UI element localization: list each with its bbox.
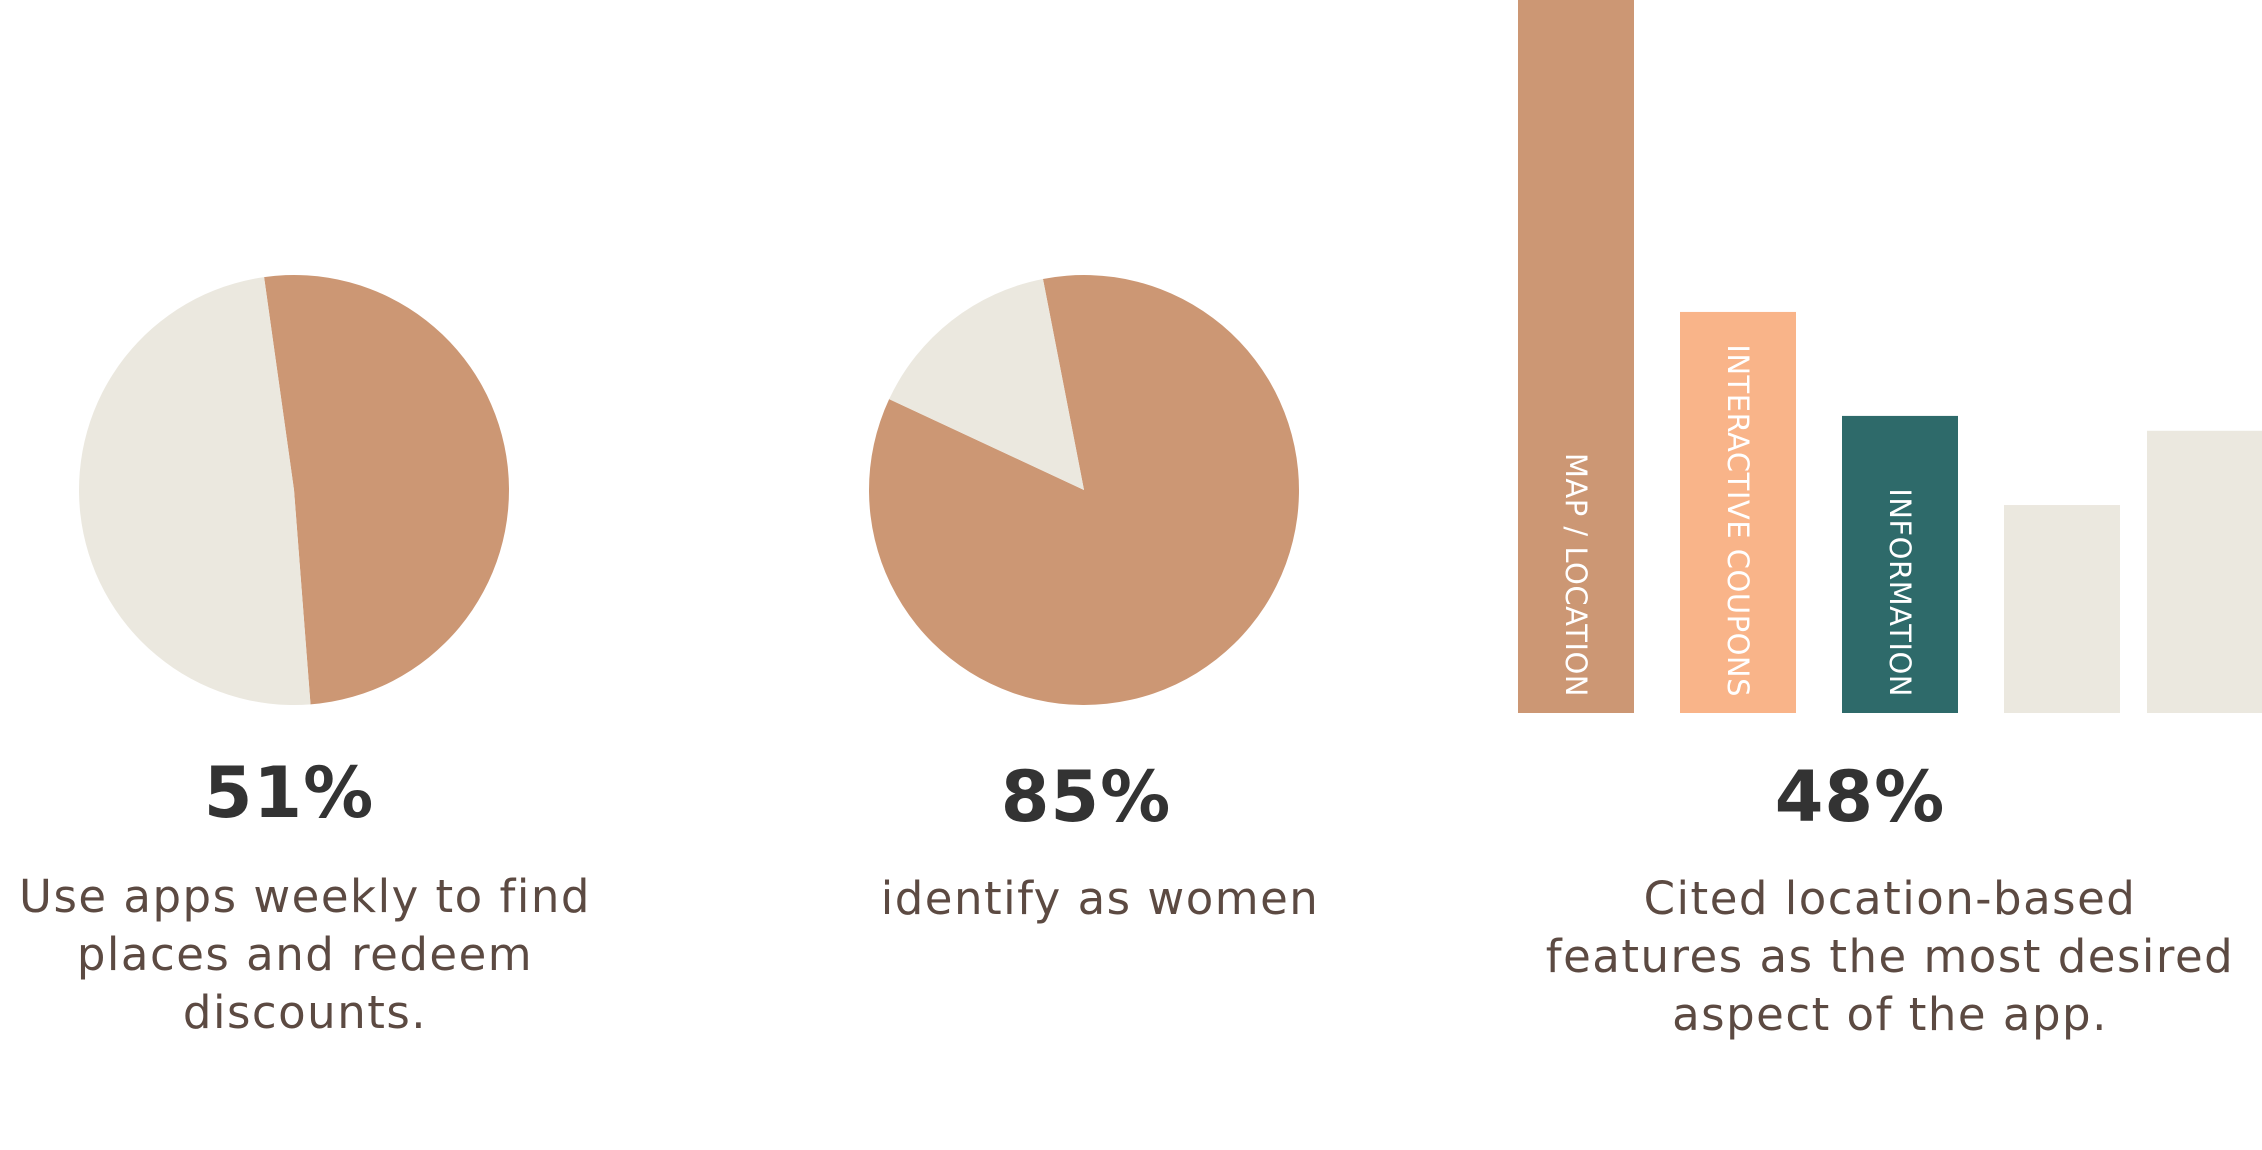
bar-unlabeled-3 — [2004, 505, 2120, 713]
stat-caption: identify as women — [880, 872, 1320, 925]
pie-slice-weekly-use-slice — [264, 274, 510, 705]
pie-slice-other-slice — [889, 278, 1084, 490]
stat-value: 85% — [1000, 756, 1172, 838]
stat-women: 85% identify as women — [840, 762, 1360, 928]
stat-caption: Use apps weekly to find places and redee… — [19, 870, 591, 1039]
stat-value: 51% — [203, 752, 375, 834]
bar-label: INFORMATION — [1883, 488, 1917, 697]
bar-information — [1842, 415, 1958, 713]
desired-features-bar-chart: MAP / LOCATION INTERACTIVE COUPONS INFORMA… — [1518, 0, 2262, 713]
stat-location-features: 48% Cited location-based features as the… — [1545, 762, 2235, 1044]
pie-slice-women-slice — [868, 275, 1299, 705]
women-pie-chart — [868, 275, 1299, 705]
bar-map-location — [1518, 0, 1634, 713]
pie-slice-other-slice — [79, 277, 311, 705]
bar-unlabeled-4 — [2147, 430, 2262, 713]
bar-label: INTERACTIVE COUPONS — [1721, 344, 1755, 697]
bar-interactive-coupons — [1680, 311, 1796, 713]
bar-label: MAP / LOCATION — [1559, 453, 1593, 697]
weekly-use-pie-chart — [79, 274, 510, 705]
stat-value: 48% — [1774, 756, 1946, 838]
stat-caption: Cited location-based features as the mos… — [1545, 872, 2235, 1041]
stat-weekly-use: 51% Use apps weekly to find places and r… — [0, 758, 610, 1042]
